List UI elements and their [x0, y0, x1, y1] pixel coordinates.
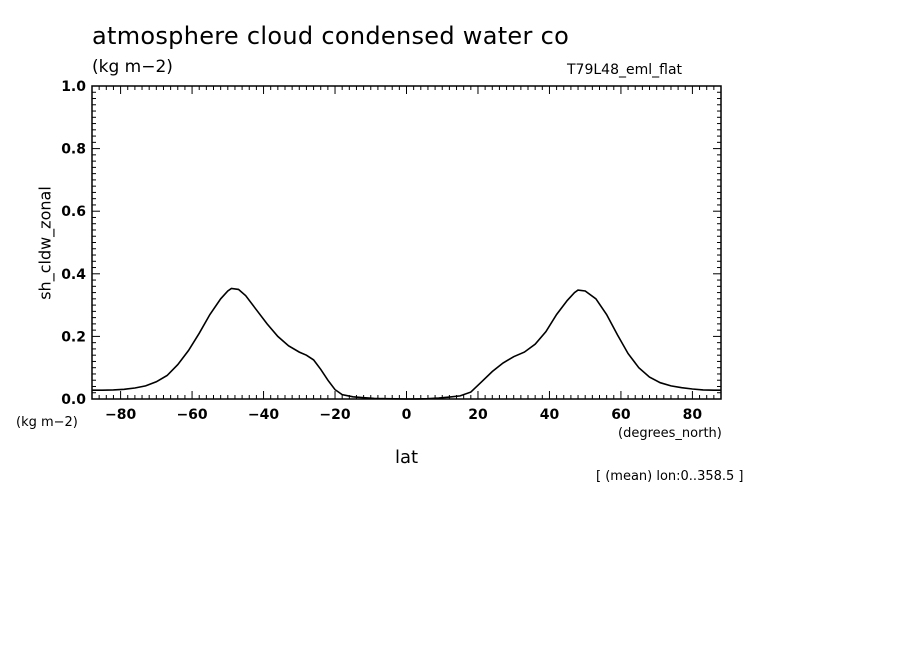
mean-note: [ (mean) lon:0..358.5 ] — [596, 469, 744, 484]
x-tick-label: 20 — [468, 407, 488, 423]
axis-tick-labels: −80 −60 −40 −20 0 20 40 60 80 0.0 0.2 0.4 0.6 0.8 1.0 — [61, 79, 702, 423]
x-tick-label: 60 — [611, 407, 631, 423]
x-tick-label: 80 — [683, 407, 703, 423]
series-line — [92, 287, 721, 400]
y-tick-label: 0.0 — [61, 392, 86, 408]
run-name: T79L48_eml_flat — [567, 62, 683, 78]
x-axis-label: lat — [395, 447, 419, 468]
x-tick-label: 0 — [402, 407, 412, 423]
x-tick-label: −60 — [176, 407, 207, 423]
x-tick-label: 40 — [540, 407, 560, 423]
y-axis-units: (kg m−2) — [16, 415, 78, 430]
x-tick-label: −40 — [248, 407, 279, 423]
chart-units: (kg m−2) — [92, 57, 173, 77]
x-axis-units: (degrees_north) — [618, 426, 722, 441]
x-tick-label: −20 — [319, 407, 350, 423]
y-tick-label: 0.2 — [61, 329, 86, 345]
chart-title: atmosphere cloud condensed water co — [92, 22, 570, 50]
y-tick-label: 1.0 — [61, 79, 86, 95]
y-tick-label: 0.6 — [61, 204, 86, 220]
plot-frame — [91, 85, 722, 400]
y-tick-label: 0.4 — [61, 267, 86, 283]
x-tick-label: −80 — [105, 407, 136, 423]
y-tick-label: 0.8 — [61, 142, 86, 158]
